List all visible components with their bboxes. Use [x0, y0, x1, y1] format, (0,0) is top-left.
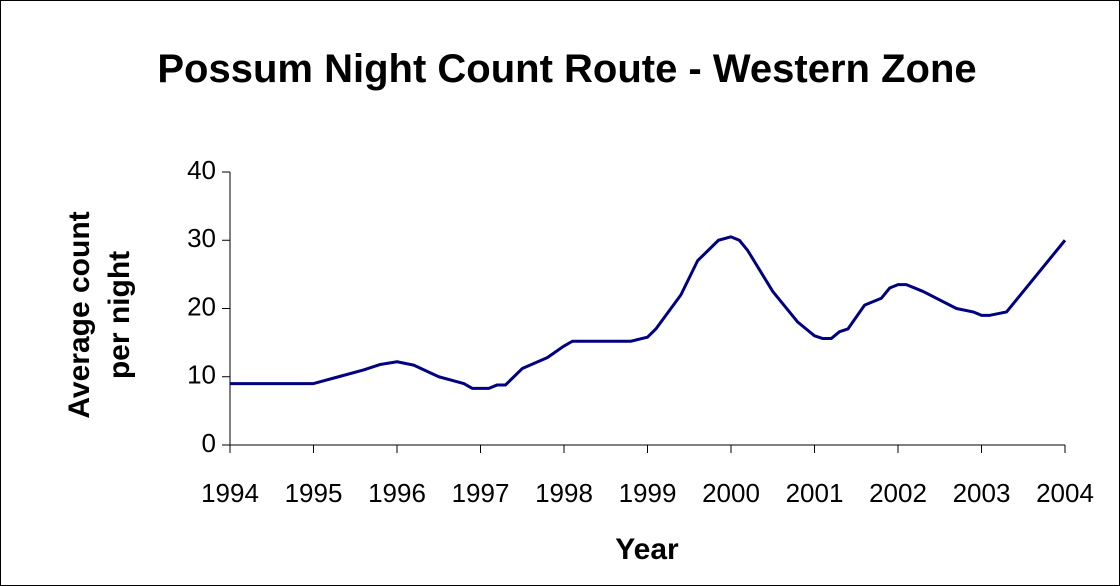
y-tick-label: 30: [187, 223, 216, 253]
y-axis-label: Average count per night: [63, 211, 136, 419]
x-tick-label: 1999: [619, 478, 677, 508]
x-tick-label: 1997: [452, 478, 510, 508]
x-tick-label: 1996: [368, 478, 426, 508]
chart-title: Possum Night Count Route - Western Zone: [157, 47, 977, 91]
x-axis-label: Year: [615, 533, 679, 566]
x-tick-label: 1998: [535, 478, 593, 508]
x-tick-label: 1994: [201, 478, 259, 508]
x-tick-label: 1995: [285, 478, 343, 508]
x-tick-label: 2004: [1036, 478, 1094, 508]
x-tick-label: 2001: [786, 478, 844, 508]
y-tick-label: 0: [202, 428, 216, 458]
x-tick-label: 2002: [869, 478, 927, 508]
data-line: [230, 235, 1067, 390]
y-tick-label: 10: [187, 360, 216, 390]
y-tick-label: 20: [187, 291, 216, 321]
x-tick-label: 2003: [953, 478, 1011, 508]
x-tick-label: 2000: [702, 478, 760, 508]
y-tick-label: 40: [187, 155, 216, 185]
